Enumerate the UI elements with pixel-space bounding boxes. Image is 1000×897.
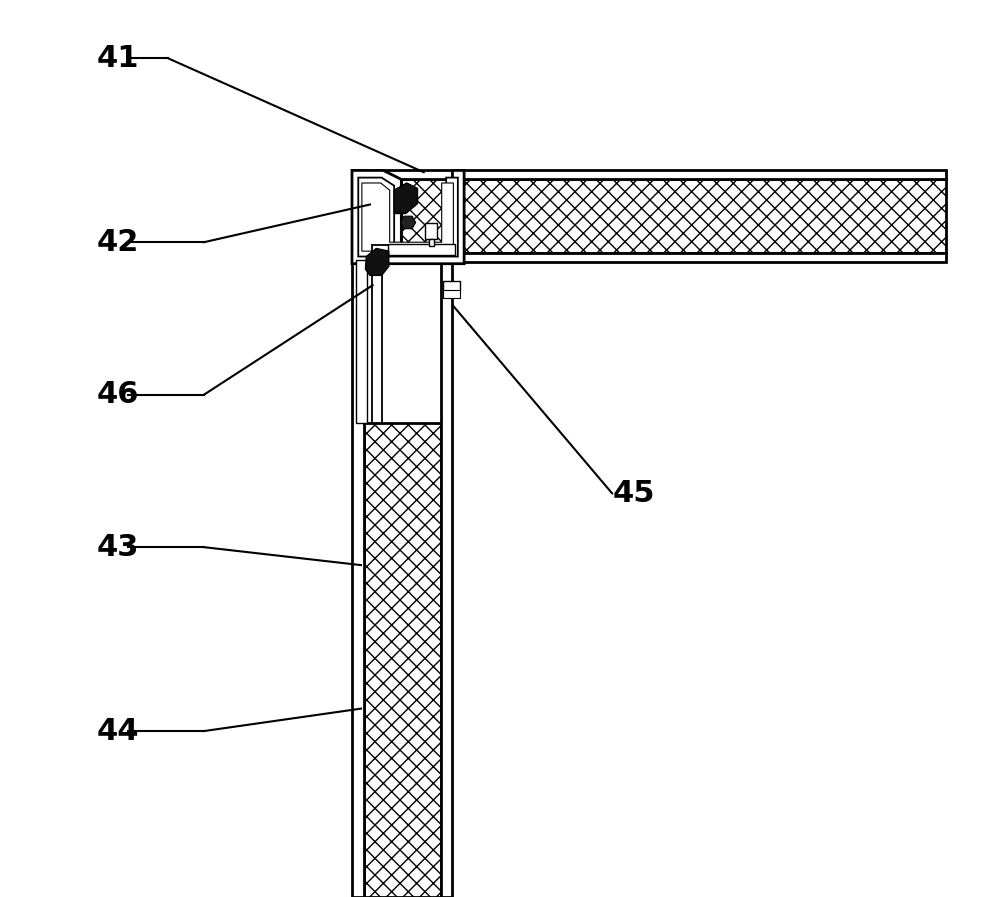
Text: 41: 41 (96, 44, 139, 73)
Text: 46: 46 (96, 380, 139, 409)
Text: 45: 45 (612, 479, 655, 508)
Bar (388, 244, 455, 255)
Bar (429, 239, 434, 246)
Bar (443, 281, 460, 291)
Polygon shape (394, 183, 417, 213)
Bar (383, 170, 946, 179)
Polygon shape (365, 248, 389, 275)
Text: 44: 44 (96, 717, 139, 745)
Bar (425, 223, 437, 239)
Text: 43: 43 (96, 533, 139, 562)
Bar (396, 253, 946, 262)
Bar (352, 170, 364, 897)
Bar (356, 260, 367, 423)
Polygon shape (362, 183, 453, 251)
Polygon shape (358, 178, 458, 257)
Bar (443, 290, 460, 298)
Text: 42: 42 (96, 228, 139, 257)
Bar (441, 253, 452, 897)
Polygon shape (372, 245, 452, 423)
Bar (364, 423, 441, 897)
Polygon shape (352, 170, 464, 264)
Polygon shape (400, 216, 416, 229)
Bar (401, 179, 946, 253)
